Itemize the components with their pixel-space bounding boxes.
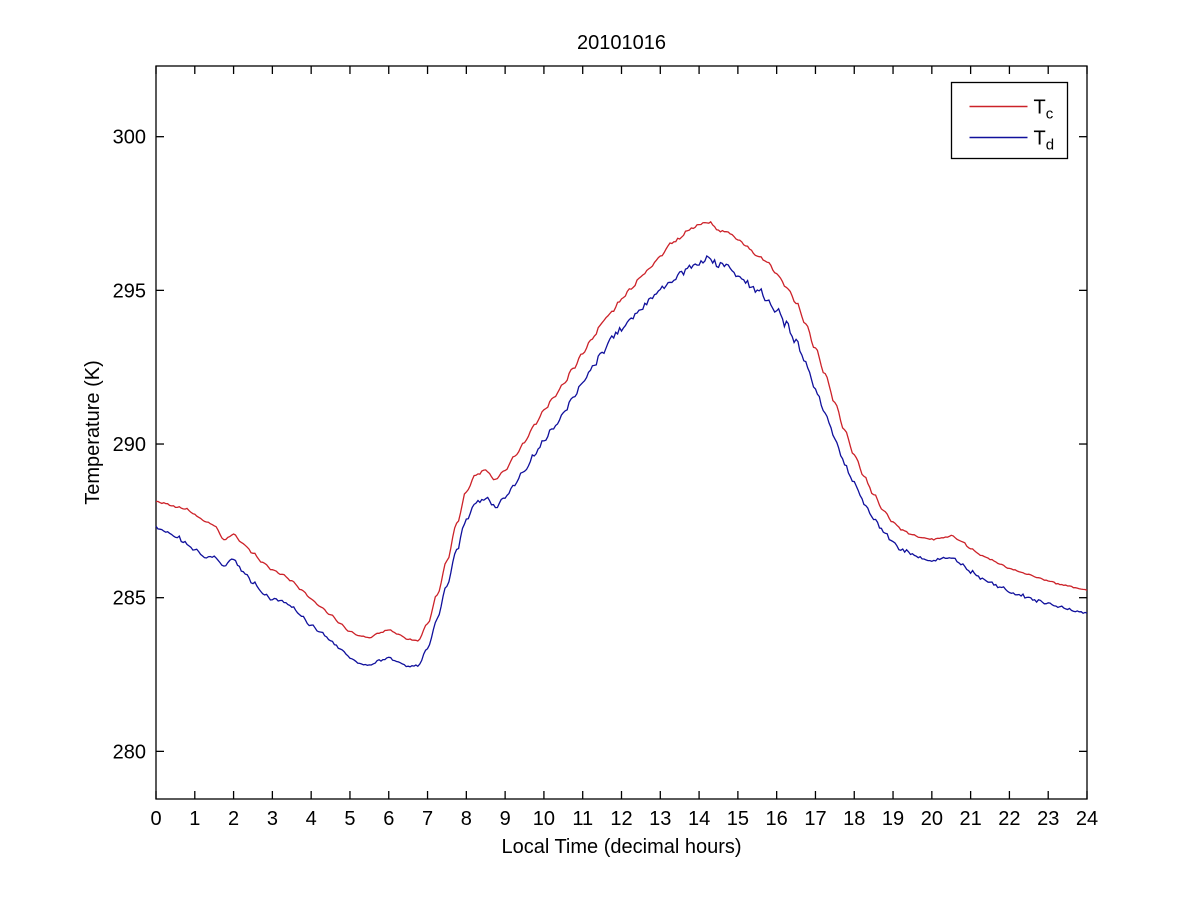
- x-tick-label: 6: [383, 808, 394, 830]
- data-series: [155, 220, 1088, 668]
- td-series-line: [155, 254, 1088, 668]
- legend-label-t_d: Td: [1034, 128, 1055, 154]
- y-axis-label: Temperature (K): [82, 360, 104, 505]
- y-tick-label: 285: [113, 588, 146, 610]
- legend-box: [950, 81, 1069, 160]
- y-tick-label: 280: [113, 741, 146, 763]
- y-tick-label: 295: [113, 280, 146, 302]
- x-tick-label: 15: [727, 808, 749, 830]
- x-tick-label: 13: [649, 808, 671, 830]
- y-tick-label: 300: [113, 127, 146, 149]
- x-tick-label: 8: [461, 808, 472, 830]
- x-tick-label: 18: [843, 808, 865, 830]
- x-tick-label: 23: [1037, 808, 1059, 830]
- x-tick-label: 1: [189, 808, 200, 830]
- y-tick-label: 290: [113, 434, 146, 456]
- plot-box: [155, 65, 1088, 800]
- x-tick-label: 9: [500, 808, 511, 830]
- tc-series-line: [155, 220, 1088, 642]
- x-tick-label: 7: [422, 808, 433, 830]
- x-tick-label: 2: [228, 808, 239, 830]
- x-tick-label: 10: [533, 808, 555, 830]
- axis-ticks: 0 1 2 3 4 5 6 7 8 9 10 11 12 13 14 15 16 17 18 19 20 21 22 23 24…: [113, 66, 1098, 830]
- x-tick-label: 4: [306, 808, 317, 830]
- x-tick-label: 0: [150, 808, 161, 830]
- x-tick-label: 5: [344, 808, 355, 830]
- x-tick-label: 11: [572, 808, 593, 830]
- x-tick-label: 3: [267, 808, 278, 830]
- x-tick-label: 20: [921, 808, 943, 830]
- x-tick-label: 21: [960, 808, 982, 830]
- x-tick-label: 24: [1076, 808, 1098, 830]
- legend-label-t_c: Tc: [1034, 97, 1054, 123]
- legend: Tc Td: [950, 81, 1069, 160]
- x-tick-label: 14: [688, 808, 710, 830]
- x-axis-label: Local Time (decimal hours): [501, 836, 741, 858]
- x-tick-label: 16: [766, 808, 788, 830]
- x-tick-label: 19: [882, 808, 904, 830]
- chart-title: 20101016: [577, 32, 666, 54]
- x-tick-label: 12: [610, 808, 632, 830]
- x-tick-label: 22: [998, 808, 1020, 830]
- x-tick-label: 17: [804, 808, 826, 830]
